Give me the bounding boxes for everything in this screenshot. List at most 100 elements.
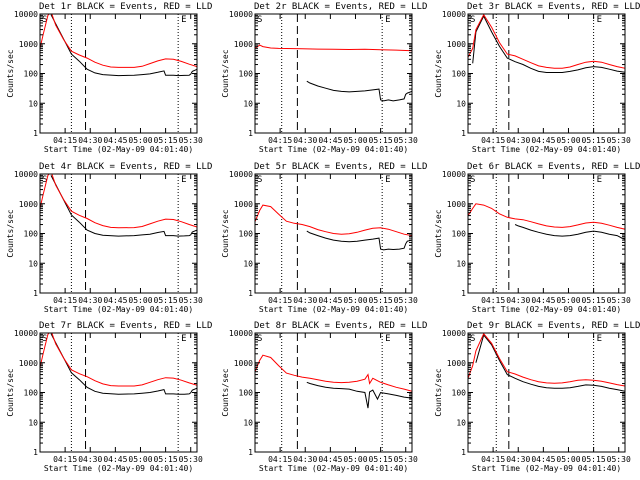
x-tick-label: 04:45 bbox=[531, 136, 555, 145]
y-tick-label: 1000 bbox=[19, 359, 38, 368]
y-tick-label: 10000 bbox=[442, 10, 466, 19]
end-marker-label: E bbox=[385, 15, 390, 25]
plot-frame bbox=[254, 13, 413, 134]
events-series-line bbox=[306, 230, 412, 251]
y-tick-label: 1000 bbox=[447, 40, 466, 49]
chart-title: Det 2r BLACK = Events, RED = LLD bbox=[254, 2, 427, 12]
events-series-line bbox=[306, 80, 412, 102]
y-axis-label: Counts/sec bbox=[6, 49, 15, 97]
x-axis-label: Start Time (02-May-09 04:01:40) bbox=[44, 464, 193, 473]
x-tick-label: 05:15 bbox=[369, 136, 393, 145]
x-tick-label: 04:30 bbox=[293, 136, 317, 145]
y-axis-label: Counts/sec bbox=[221, 49, 230, 97]
y-tick-label: 100 bbox=[452, 230, 467, 239]
y-tick-label: 100 bbox=[239, 389, 254, 398]
y-tick-label: 1000 bbox=[234, 200, 253, 209]
x-tick-label: 04:30 bbox=[506, 455, 530, 464]
x-tick-label: 04:30 bbox=[293, 296, 317, 305]
chart-panel-5: Det 5r BLACK = Events, RED = LLD S E 1 10 100… bbox=[221, 162, 427, 314]
x-tick-label: 04:15 bbox=[481, 455, 505, 464]
chart-title: Det 9r BLACK = Events, RED = LLD bbox=[467, 321, 640, 331]
start-marker-label: S bbox=[257, 334, 262, 344]
x-tick-label: 04:15 bbox=[481, 136, 505, 145]
x-tick-label: 05:15 bbox=[154, 455, 178, 464]
y-axis-label: Counts/sec bbox=[434, 209, 443, 257]
x-tick-label: 05:00 bbox=[128, 136, 152, 145]
chart-title: Det 7r BLACK = Events, RED = LLD bbox=[39, 321, 212, 331]
start-marker-label: S bbox=[470, 175, 475, 185]
events-series-line bbox=[306, 381, 412, 409]
x-tick-label: 05:30 bbox=[179, 455, 203, 464]
y-axis-label: Counts/sec bbox=[6, 368, 15, 416]
end-marker-label: E bbox=[597, 175, 602, 185]
x-tick-label: 04:30 bbox=[506, 296, 530, 305]
y-axis-label: Counts/sec bbox=[221, 209, 230, 257]
y-tick-label: 1000 bbox=[19, 200, 38, 209]
x-tick-label: 04:45 bbox=[103, 136, 127, 145]
x-tick-label: 05:15 bbox=[154, 136, 178, 145]
y-tick-label: 1 bbox=[461, 448, 466, 457]
end-marker-label: E bbox=[181, 15, 186, 25]
start-marker-label: S bbox=[42, 15, 47, 25]
chart-panel-7: Det 7r BLACK = Events, RED = LLD S E 1 10 100… bbox=[6, 321, 212, 473]
x-tick-label: 05:30 bbox=[394, 296, 418, 305]
y-axis-label: Counts/sec bbox=[221, 368, 230, 416]
y-tick-label: 1000 bbox=[447, 359, 466, 368]
x-tick-label: 05:15 bbox=[369, 296, 393, 305]
chart-title: Det 1r BLACK = Events, RED = LLD bbox=[39, 2, 212, 12]
y-tick-label: 10000 bbox=[442, 329, 466, 338]
x-tick-label: 05:30 bbox=[179, 296, 203, 305]
y-tick-label: 100 bbox=[24, 70, 39, 79]
end-marker-label: E bbox=[181, 334, 186, 344]
y-tick-label: 10000 bbox=[442, 170, 466, 179]
x-tick-label: 04:45 bbox=[531, 296, 555, 305]
x-tick-label: 04:15 bbox=[53, 136, 77, 145]
y-tick-label: 10 bbox=[243, 99, 253, 108]
y-axis-label: Counts/sec bbox=[434, 368, 443, 416]
plot-frame bbox=[467, 173, 626, 294]
start-marker-label: S bbox=[257, 15, 262, 25]
y-tick-label: 1 bbox=[461, 129, 466, 138]
x-tick-label: 04:15 bbox=[268, 455, 292, 464]
lld-series-line bbox=[468, 203, 625, 230]
y-axis-label: Counts/sec bbox=[434, 49, 443, 97]
lld-series-line bbox=[40, 14, 197, 68]
y-tick-label: 10 bbox=[243, 418, 253, 427]
plot-frame bbox=[39, 13, 198, 134]
end-marker-label: E bbox=[181, 175, 186, 185]
chart-panel-3: Det 3r BLACK = Events, RED = LLD S E 1 10 100… bbox=[434, 2, 640, 154]
lld-series-line bbox=[40, 174, 197, 229]
chart-panel-4: Det 4r BLACK = Events, RED = LLD S E 1 10 100… bbox=[6, 162, 212, 314]
y-tick-label: 10 bbox=[28, 99, 38, 108]
y-tick-label: 10 bbox=[456, 259, 466, 268]
y-tick-label: 1 bbox=[33, 289, 38, 298]
lld-series-line bbox=[468, 333, 625, 387]
x-tick-label: 04:15 bbox=[53, 455, 77, 464]
x-tick-label: 05:00 bbox=[556, 136, 580, 145]
x-tick-label: 05:00 bbox=[128, 296, 152, 305]
x-tick-label: 05:30 bbox=[394, 455, 418, 464]
lld-series-line bbox=[255, 354, 412, 392]
x-tick-label: 05:15 bbox=[582, 296, 606, 305]
chart-title: Det 5r BLACK = Events, RED = LLD bbox=[254, 162, 427, 172]
y-tick-label: 1000 bbox=[234, 359, 253, 368]
chart-title: Det 8r BLACK = Events, RED = LLD bbox=[254, 321, 427, 331]
y-tick-label: 1 bbox=[33, 448, 38, 457]
y-tick-label: 10000 bbox=[229, 10, 253, 19]
x-axis-label: Start Time (02-May-09 04:01:40) bbox=[472, 145, 621, 154]
x-tick-label: 05:00 bbox=[343, 455, 367, 464]
y-tick-label: 10000 bbox=[229, 170, 253, 179]
x-tick-label: 04:30 bbox=[78, 136, 102, 145]
x-tick-label: 05:00 bbox=[128, 455, 152, 464]
chart-title: Det 3r BLACK = Events, RED = LLD bbox=[467, 2, 640, 12]
x-tick-label: 05:30 bbox=[607, 136, 631, 145]
x-tick-label: 04:45 bbox=[318, 296, 342, 305]
start-marker-label: S bbox=[470, 334, 475, 344]
y-tick-label: 1000 bbox=[19, 40, 38, 49]
events-series-line bbox=[50, 14, 197, 77]
x-axis-label: Start Time (02-May-09 04:01:40) bbox=[44, 145, 193, 154]
y-tick-label: 100 bbox=[24, 230, 39, 239]
y-tick-label: 100 bbox=[452, 70, 467, 79]
end-marker-label: E bbox=[385, 334, 390, 344]
